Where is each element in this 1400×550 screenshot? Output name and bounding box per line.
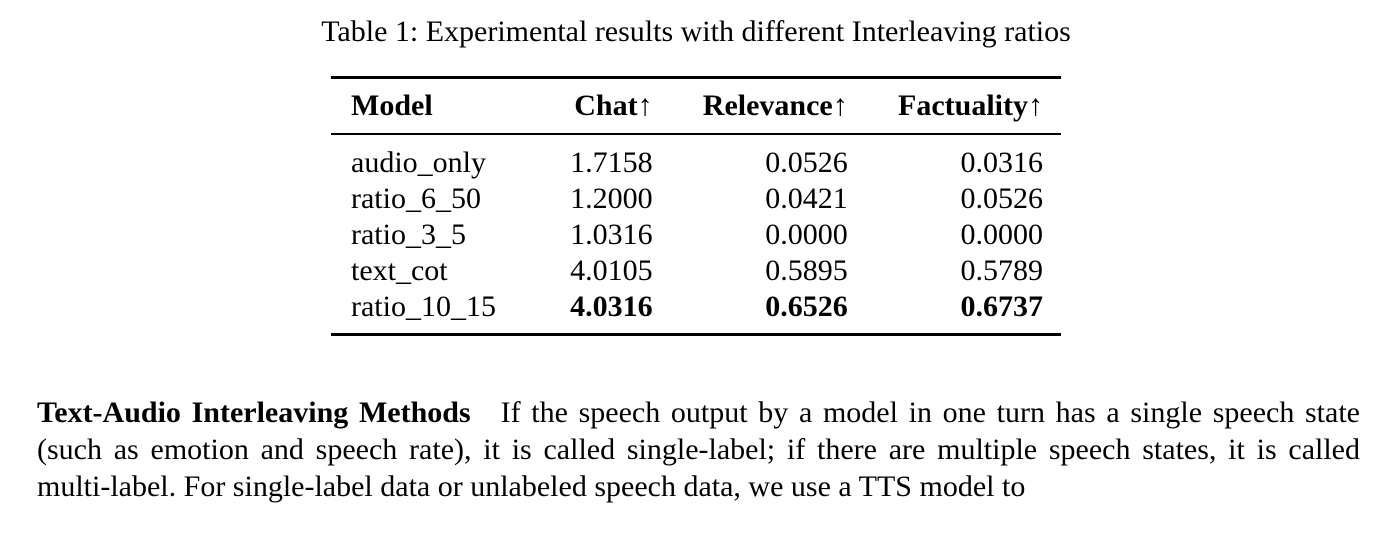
cell-relevance: 0.0000 [765, 218, 848, 251]
table-row: audio_only 1.7158 0.0526 0.0316 [331, 134, 1061, 181]
cell-chat: 1.7158 [570, 146, 653, 179]
cell-model: ratio_6_50 [351, 182, 481, 215]
cell-factuality: 0.5789 [960, 254, 1044, 287]
paragraph-text: If the speech output by a model in one t… [37, 396, 1360, 503]
cell-chat: 1.2000 [570, 182, 653, 215]
cell-model: text_cot [351, 254, 448, 287]
cell-chat: 1.0316 [570, 218, 653, 251]
cell-relevance: 0.0526 [765, 146, 848, 179]
paragraph-heading: Text-Audio Interleaving Methods [37, 396, 471, 429]
body-paragraph: Text-Audio Interleaving Methods If the sp… [37, 394, 1360, 505]
header-relevance: Relevance↑ [702, 89, 848, 122]
cell-relevance-best: 0.6526 [765, 290, 848, 323]
cell-model: ratio_10_15 [351, 290, 496, 323]
table-caption: Table 1: Experimental results with diffe… [321, 15, 1071, 48]
cell-chat-best: 4.0316 [570, 290, 653, 323]
header-model: Model [351, 89, 433, 122]
header-factuality: Factuality↑ [898, 89, 1043, 122]
table-row: ratio_3_5 1.0316 0.0000 0.0000 [331, 217, 1061, 253]
cell-factuality: 0.0316 [960, 146, 1044, 179]
results-table-container: Model Chat↑ Relevance↑ Factuality↑ audio… [331, 76, 1061, 336]
table-row-best: ratio_10_15 4.0316 0.6526 0.6737 [331, 289, 1061, 335]
cell-chat: 4.0105 [570, 254, 653, 287]
header-chat: Chat↑ [574, 89, 653, 122]
cell-factuality-best: 0.6737 [960, 290, 1044, 323]
cell-factuality: 0.0000 [960, 218, 1044, 251]
cell-model: audio_only [351, 146, 486, 179]
table-row: ratio_6_50 1.2000 0.0421 0.0526 [331, 181, 1061, 217]
cell-relevance: 0.0421 [765, 182, 848, 215]
cell-model: ratio_3_5 [351, 218, 466, 251]
table-header-row: Model Chat↑ Relevance↑ Factuality↑ [331, 77, 1061, 134]
cell-relevance: 0.5895 [765, 254, 848, 287]
cell-factuality: 0.0526 [960, 182, 1044, 215]
table-row: text_cot 4.0105 0.5895 0.5789 [331, 253, 1061, 289]
results-table: Model Chat↑ Relevance↑ Factuality↑ audio… [331, 76, 1061, 336]
